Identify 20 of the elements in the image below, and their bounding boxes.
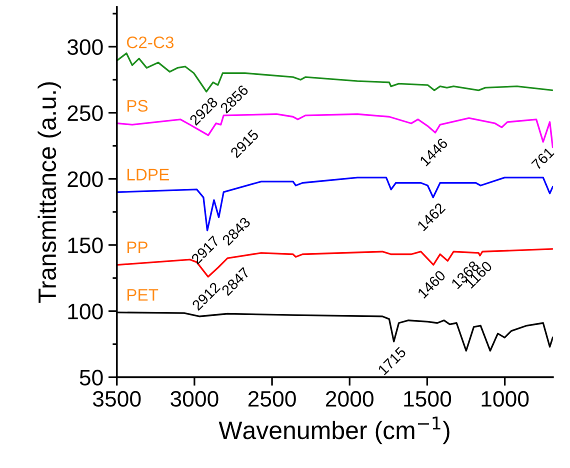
x-tick-label: 2500 [248, 390, 296, 407]
series-label: C2-C3 [126, 36, 174, 48]
x-tick-label: 1500 [404, 390, 452, 407]
x-tick-label: 3000 [170, 390, 218, 407]
x-tick-label: 3500 [92, 390, 141, 407]
series-label: PP [127, 242, 148, 254]
x-axis-title: Wavenumber (cm$^{−1}$) [218, 416, 450, 444]
y-axis-title: Transmittance (a.u.) [38, 82, 62, 303]
x-tick-label: 1000 [482, 390, 529, 407]
y-tick-label: 150 [68, 238, 103, 254]
x-tick-label: 2000 [326, 390, 374, 407]
series-label: LDPE [127, 168, 169, 180]
y-tick-label: 250 [68, 105, 103, 122]
series-label: PS [127, 100, 148, 112]
y-tick-label: 200 [68, 171, 103, 188]
annotation: 761 [531, 146, 555, 170]
y-tick-label: 300 [67, 39, 103, 55]
y-tick-label: 100 [68, 304, 103, 320]
y-tick-label: 50 [80, 370, 103, 386]
series-label: PET [127, 289, 158, 301]
